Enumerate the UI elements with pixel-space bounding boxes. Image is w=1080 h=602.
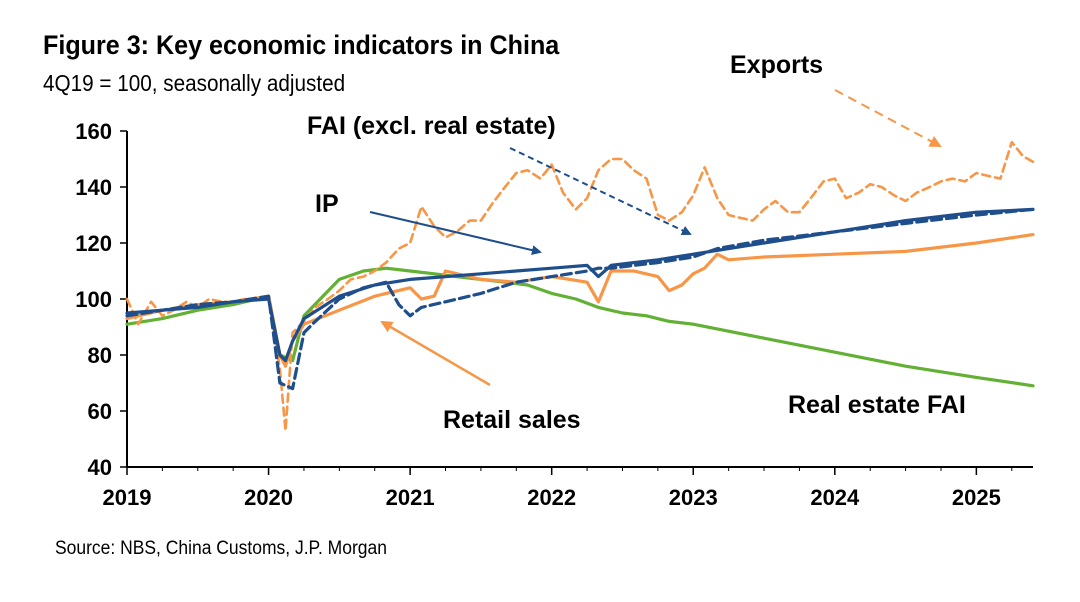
x-tick-label: 2022 <box>527 485 576 510</box>
annotation-ip: IP <box>315 190 339 218</box>
x-tick-label: 2025 <box>952 485 1001 510</box>
y-tick-label: 100 <box>75 287 112 312</box>
x-tick-label: 2019 <box>103 485 152 510</box>
annotation-fai-arrow <box>509 147 692 236</box>
y-tick-label: 140 <box>75 175 112 200</box>
axes: 40 60 80 100 120 140 160 2019 2020 2021 2022 2023 20… <box>75 119 1033 510</box>
series-line-fai-excl-real-estate <box>125 207 1035 391</box>
annotation-exports-arrow <box>834 89 942 147</box>
annotation-real-estate-fai: Real estate FAI <box>788 391 966 419</box>
annotation-retail-sales-arrow <box>380 320 491 387</box>
annotation-fai-excl-real-estate: FAI (excl. real estate) <box>307 112 556 140</box>
annotation-exports: Exports <box>730 51 823 79</box>
series-layer <box>125 140 1035 432</box>
annotation-retail-sales: Retail sales <box>443 406 581 434</box>
y-tick-label: 120 <box>75 231 112 256</box>
x-tick-label: 2024 <box>810 485 860 510</box>
x-tick-label: 2020 <box>244 485 293 510</box>
series-line-exports <box>125 140 1035 432</box>
annotation-ip-arrow <box>369 211 542 256</box>
x-tick-label: 2021 <box>386 485 435 510</box>
chart-title: Figure 3: Key economic indicators in Chi… <box>43 30 560 60</box>
chart-source: Source: NBS, China Customs, J.P. Morgan <box>55 538 387 559</box>
y-tick-label: 60 <box>88 399 112 424</box>
series-line-ip <box>125 207 1035 363</box>
chart-subtitle: 4Q19 = 100, seasonally adjusted <box>43 70 346 96</box>
y-tick-label: 160 <box>75 119 112 144</box>
y-tick-label: 40 <box>88 455 112 480</box>
x-tick-label: 2023 <box>669 485 718 510</box>
annotation-layer: Exports FAI (excl. real estate) IP Retai… <box>307 51 966 434</box>
series-line-real-estate-fai <box>125 266 1035 388</box>
y-tick-label: 80 <box>88 343 112 368</box>
